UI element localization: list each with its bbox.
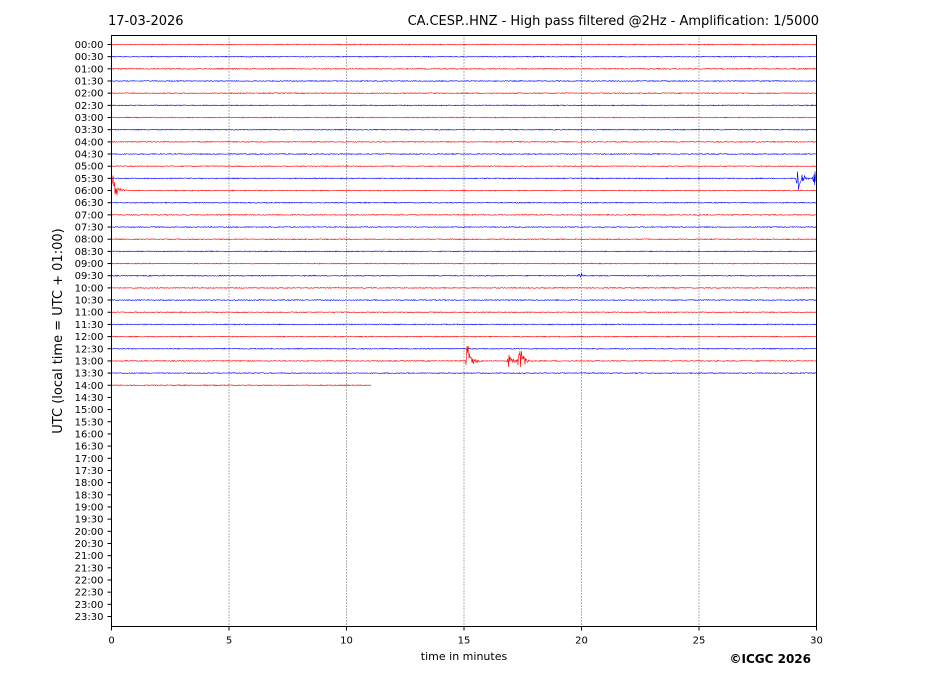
trace-row-0900	[111, 262, 817, 265]
trace-row-1300	[111, 345, 817, 368]
trace-row-1030	[111, 299, 817, 302]
y-tick-label: 14:30	[75, 393, 104, 404]
trace-row-0130	[111, 79, 817, 83]
trace-row-0730	[111, 226, 817, 229]
trace-row-1130	[111, 323, 817, 326]
trace-row-0800	[111, 238, 817, 241]
trace-row-1000	[111, 286, 817, 289]
y-tick-label: 14:00	[75, 381, 104, 392]
y-tick-label: 23:30	[75, 612, 104, 623]
y-tick-label: 13:30	[75, 369, 104, 380]
trace-row-0530	[111, 171, 817, 190]
trace-row-0030	[111, 55, 817, 58]
chart-title: CA.CESP..HNZ - High pass filtered @2Hz -…	[408, 14, 819, 29]
y-tick-label: 11:30	[75, 320, 104, 331]
trace-row-0330	[111, 128, 817, 131]
y-tick-label: 09:00	[75, 259, 104, 270]
y-tick-label: 00:00	[75, 40, 104, 51]
y-tick-label: 05:00	[75, 162, 104, 173]
y-tick-label: 00:30	[75, 52, 104, 63]
y-tick-label: 08:00	[75, 235, 104, 246]
y-tick-label: 18:00	[75, 478, 104, 489]
y-tick-label: 13:00	[75, 356, 104, 367]
y-tick-label: 18:30	[75, 490, 104, 501]
trace-row-0430	[111, 153, 817, 156]
y-tick-label: 01:30	[75, 77, 104, 88]
x-tick-label: 30	[810, 636, 823, 647]
y-tick-label: 20:30	[75, 539, 104, 550]
y-tick-label: 06:00	[75, 186, 104, 197]
y-tick-label: 08:30	[75, 247, 104, 258]
y-tick-label: 15:00	[75, 405, 104, 416]
trace-row-0500	[111, 165, 817, 168]
y-tick-label: 19:00	[75, 502, 104, 513]
y-tick-label: 23:00	[75, 600, 104, 611]
trace-row-0100	[111, 67, 817, 70]
y-tick-label: 01:00	[75, 64, 104, 75]
plot-frame	[111, 35, 817, 627]
y-tick-label: 22:30	[75, 588, 104, 599]
trace-row-1330	[111, 372, 817, 375]
y-tick-label: 02:00	[75, 89, 104, 100]
trace-row-1200	[111, 335, 817, 338]
y-tick-label: 04:30	[75, 150, 104, 161]
y-tick-label: 22:00	[75, 575, 104, 586]
trace-row-0400	[111, 140, 817, 143]
x-tick-label: 25	[693, 636, 706, 647]
y-tick-label: 11:00	[75, 308, 104, 319]
y-tick-label: 21:00	[75, 551, 104, 562]
y-tick-label: 15:30	[75, 417, 104, 428]
y-tick-label: 07:00	[75, 210, 104, 221]
y-tick-label: 07:30	[75, 223, 104, 234]
trace-row-0300	[111, 116, 817, 119]
trace-row-0200	[111, 92, 817, 95]
y-tick-label: 02:30	[75, 101, 104, 112]
y-tick-label: 03:00	[75, 113, 104, 124]
x-tick-label: 0	[108, 636, 114, 647]
y-tick-label: 21:30	[75, 563, 104, 574]
y-tick-label: 17:30	[75, 466, 104, 477]
y-tick-label: 16:00	[75, 429, 104, 440]
y-tick-label: 10:30	[75, 296, 104, 307]
trace-row-0700	[111, 213, 817, 216]
y-tick-label: 16:30	[75, 442, 104, 453]
y-tick-label: 12:00	[75, 332, 104, 343]
date-label: 17-03-2026	[108, 14, 184, 29]
x-tick-label: 5	[226, 636, 232, 647]
trace-row-0000	[111, 43, 817, 46]
y-axis-label: UTC (local time = UTC + 01:00)	[51, 228, 66, 433]
trace-row-0930	[111, 272, 817, 279]
trace-row-0600	[111, 175, 817, 196]
y-tick-label: 20:00	[75, 527, 104, 538]
y-tick-label: 06:30	[75, 198, 104, 209]
y-tick-label: 03:30	[75, 125, 104, 136]
x-tick-label: 10	[340, 636, 353, 647]
trace-row-1100	[111, 311, 817, 314]
x-axis-label: time in minutes	[421, 650, 508, 663]
trace-row-0830	[111, 250, 817, 253]
copyright-label: ©ICGC 2026	[729, 652, 811, 666]
y-tick-label: 12:30	[75, 344, 104, 355]
y-tick-label: 19:30	[75, 515, 104, 526]
y-tick-label: 09:30	[75, 271, 104, 282]
trace-row-0230	[111, 104, 817, 107]
trace-row-0630	[111, 201, 817, 204]
trace-row-1400	[111, 384, 372, 387]
x-tick-label: 15	[458, 636, 471, 647]
x-tick-label: 20	[575, 636, 588, 647]
trace-row-1230	[111, 347, 817, 350]
y-tick-label: 05:30	[75, 174, 104, 185]
plot-area	[111, 35, 817, 627]
x-axis: 0 5 10 15 20 25 30	[108, 626, 823, 647]
y-tick-label: 10:00	[75, 283, 104, 294]
y-tick-label: 04:00	[75, 137, 104, 148]
y-tick-label: 17:00	[75, 454, 104, 465]
